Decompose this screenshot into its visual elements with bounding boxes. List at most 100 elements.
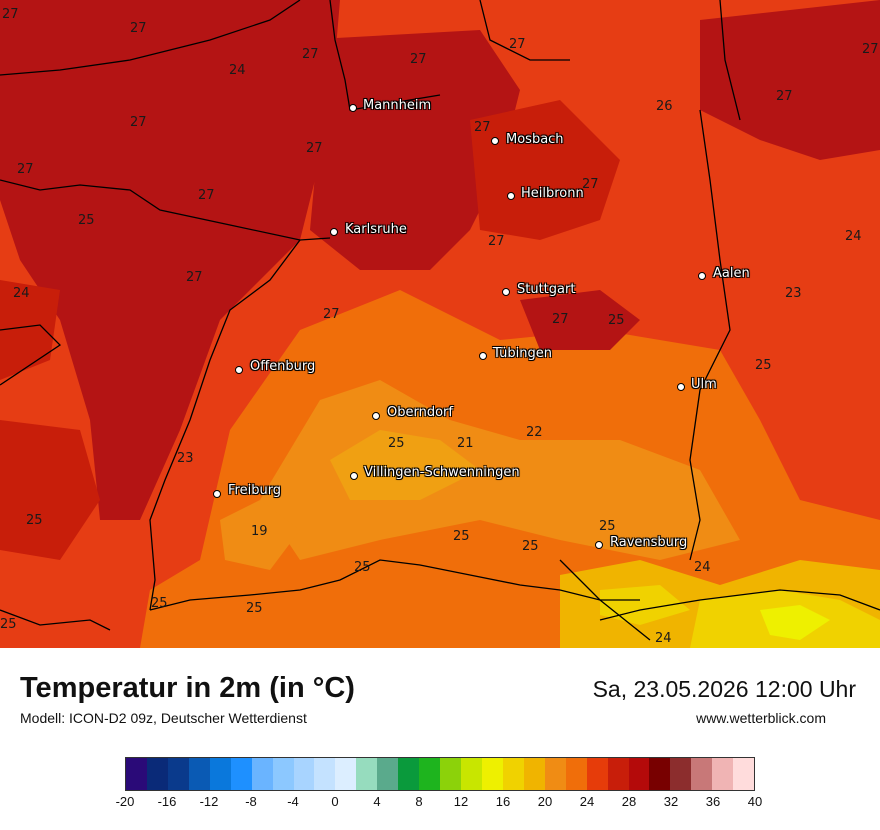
colorbar-segment [188,758,210,790]
temperature-value: 25 [388,436,405,451]
city-label-ulm: Ulm [691,377,717,392]
city-dot-oberndorf [372,412,380,420]
temperature-value: 27 [198,188,215,203]
temperature-value: 25 [26,513,43,528]
colorbar-segment [230,758,252,790]
colorbar-tick-label: 20 [537,794,553,809]
temperature-value: 24 [694,560,711,575]
city-dot-tuebingen [479,352,487,360]
city-label-aalen: Aalen [713,266,750,281]
colorbar-segment [126,758,147,790]
temperature-value: 27 [306,141,323,156]
city-label-mannheim: Mannheim [363,98,432,113]
colorbar-segment [733,758,755,790]
city-dot-mosbach [491,137,499,145]
colorbar-segment [419,758,441,790]
temperature-value: 22 [526,425,543,440]
colorbar-tick-label: 40 [747,794,763,809]
colorbar-tick-label: -20 [115,794,135,809]
website-link[interactable]: www.wetterblick.com [696,710,826,726]
map-footer: Temperatur in 2m (in °C) Modell: ICON-D2… [0,648,880,830]
city-dot-ravensburg [595,541,603,549]
city-label-tuebingen: Tübingen [493,346,552,361]
temperature-value: 23 [177,451,194,466]
colorbar-segment [607,758,629,790]
colorbar-segment [544,758,566,790]
temperature-value: 27 [130,21,147,36]
colorbar-segment [440,758,461,790]
temperature-value: 27 [552,312,569,327]
temperature-value: 19 [251,524,268,539]
colorbar-tick-label: 36 [705,794,721,809]
temperature-value: 27 [509,37,526,52]
temperature-value: 27 [130,115,147,130]
city-dot-mannheim [349,104,357,112]
colorbar-segment [586,758,608,790]
temperature-value: 24 [229,63,246,78]
colorbar-tick-label: -16 [157,794,177,809]
temperature-value: 25 [354,560,371,575]
temperature-value: 25 [246,601,263,616]
colorbar-tick-label: -8 [245,794,257,809]
city-label-heilbronn: Heilbronn [521,186,584,201]
city-label-villingen-schwenningen: Villingen-Schwenningen [364,465,520,480]
map-title: Temperatur in 2m (in °C) [20,672,355,704]
temperature-value: 21 [457,436,474,451]
temperature-field [0,0,880,648]
colorbar-segment [251,758,273,790]
city-dot-villingen-schwenningen [350,472,358,480]
city-label-karlsruhe: Karlsruhe [345,222,407,237]
temperature-value: 27 [323,307,340,322]
colorbar-segment [293,758,315,790]
city-label-offenburg: Offenburg [250,359,316,374]
colorbar-segment [628,758,650,790]
city-dot-heilbronn [507,192,515,200]
colorbar-segment [691,758,713,790]
temperature-value: 25 [599,519,616,534]
colorbar-segment [670,758,692,790]
city-dot-ulm [677,383,685,391]
temperature-value: 27 [186,270,203,285]
colorbar-segment [314,758,336,790]
colorbar-tick-label: 28 [621,794,637,809]
temperature-value: 25 [608,313,625,328]
temperature-value: 27 [2,7,19,22]
colorbar-segment [502,758,524,790]
colorbar-tick-label: 16 [495,794,511,809]
colorbar-tick-label: 24 [579,794,595,809]
city-dot-karlsruhe [330,228,338,236]
temperature-value: 27 [17,162,34,177]
temperature-value: 25 [78,213,95,228]
temperature-value: 25 [453,529,470,544]
temperature-value: 25 [0,617,17,632]
temperature-value: 24 [655,631,672,646]
city-label-oberndorf: Oberndorf [387,405,453,420]
colorbar-segment [565,758,587,790]
forecast-datetime: Sa, 23.05.2026 12:00 Uhr [592,676,856,702]
temperature-value: 27 [302,47,319,62]
temperature-value: 25 [522,539,539,554]
colorbar-segment [481,758,503,790]
city-dot-aalen [698,272,706,280]
colorbar-segment [649,758,671,790]
colorbar-tick-label: 32 [663,794,679,809]
colorbar-segment [377,758,399,790]
city-label-mosbach: Mosbach [506,132,564,147]
temperature-value: 27 [410,52,427,67]
temperature-colorbar [125,757,755,791]
city-dot-freiburg [213,490,221,498]
colorbar-tick-label: 12 [453,794,469,809]
colorbar-segment [712,758,734,790]
colorbar-segment [209,758,231,790]
colorbar-tick-label: 0 [331,794,339,809]
colorbar-tick-label: -4 [287,794,299,809]
city-dot-offenburg [235,366,243,374]
colorbar-segment [272,758,294,790]
temperature-value: 27 [776,89,793,104]
temperature-value: 24 [845,229,862,244]
temperature-value: 27 [862,42,879,57]
colorbar-segment [356,758,378,790]
temperature-value: 25 [755,358,772,373]
colorbar-segment [167,758,189,790]
temperature-value: 27 [474,120,491,135]
